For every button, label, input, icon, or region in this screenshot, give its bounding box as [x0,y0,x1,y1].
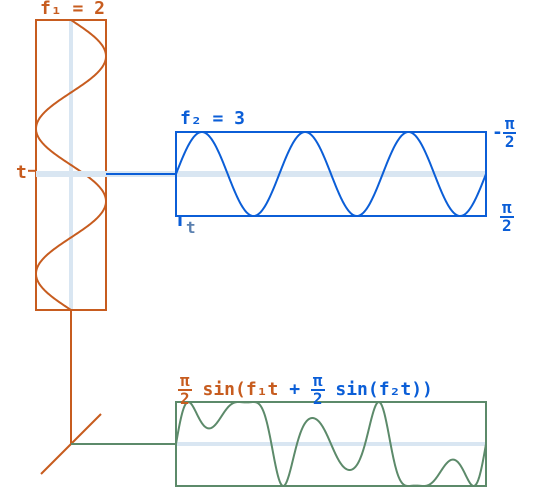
ylabel-pi-2: π2 [500,200,514,234]
f1-label: f₁ = 2 [40,0,105,19]
f2-label: f₂ = 3 [180,108,245,129]
diagram-svg [0,0,534,504]
horizontal-t-label: t [186,218,196,237]
vertical-t-label: t [16,162,27,183]
ylabel-neg-pi-2: -π2 [492,116,516,150]
fm-formula: π2 sin(f₁t + π2 sin(f₂t)) [178,373,433,407]
